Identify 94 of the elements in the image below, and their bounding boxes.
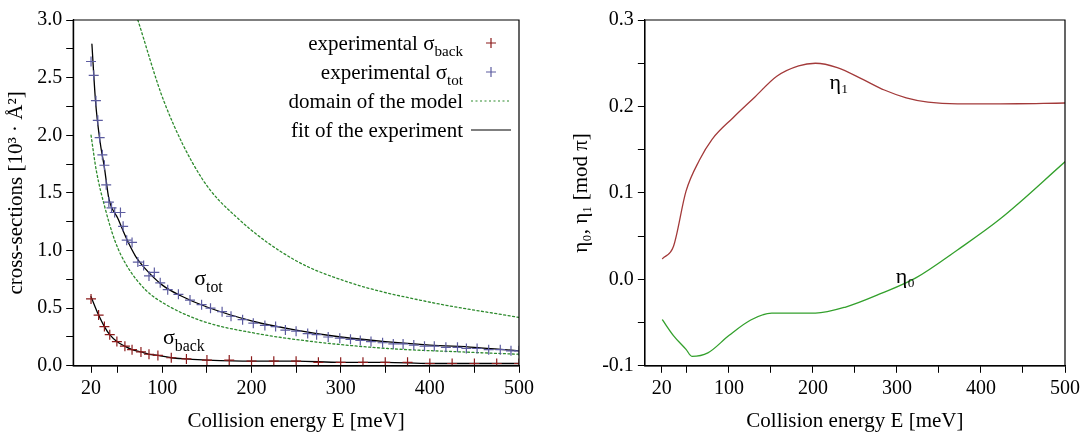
line-series [137, 20, 519, 319]
point [494, 344, 506, 356]
y-tick-label: 0.3 [608, 7, 634, 30]
x-tick-label: 300 [881, 376, 912, 399]
point [143, 348, 155, 360]
y-tick-label: 1.5 [37, 180, 63, 203]
legend-label: fit of the experiment [290, 118, 464, 142]
point [85, 293, 97, 305]
point [397, 338, 409, 350]
x-tick-label: 200 [797, 376, 828, 399]
point [365, 335, 377, 348]
point [92, 114, 104, 126]
point [184, 294, 196, 306]
point [471, 342, 483, 355]
point [451, 341, 464, 353]
x-tick-label: 500 [504, 376, 534, 399]
point [117, 220, 129, 232]
y-tick-label: 0.2 [608, 93, 634, 116]
point [225, 310, 237, 322]
x-tick-label: 200 [236, 376, 267, 399]
y-tick-label: 0.0 [608, 266, 634, 289]
point [311, 329, 323, 341]
point [428, 340, 440, 352]
point [204, 302, 217, 314]
point [85, 55, 97, 68]
y-tick-label: 0.5 [37, 295, 63, 318]
point [505, 345, 517, 357]
y-tick-label: 2.5 [37, 64, 63, 87]
point [100, 179, 112, 191]
point [268, 355, 280, 366]
point [354, 334, 366, 347]
point [98, 159, 111, 171]
y-tick-label: 1.0 [37, 237, 63, 260]
y-tick-label: 0.1 [608, 180, 634, 203]
point [245, 355, 258, 366]
point [408, 339, 420, 351]
point [344, 333, 357, 345]
x-tick-label: 20 [651, 376, 672, 399]
point [279, 324, 291, 336]
point [322, 331, 334, 343]
y-axis-title: cross-sections [10³ · Å²] [3, 91, 28, 295]
point [195, 299, 208, 311]
point [460, 342, 472, 355]
point [483, 344, 495, 356]
x-tick-label: 100 [713, 376, 744, 399]
point [152, 349, 164, 362]
y-tick-label: 2.0 [37, 122, 63, 145]
point [223, 354, 235, 366]
x-tick-label: 100 [147, 376, 178, 399]
point [269, 321, 282, 333]
x-axis-title: Collision energy E [meV] [187, 407, 405, 432]
point [446, 357, 458, 366]
point [302, 327, 314, 340]
line-series [661, 62, 1065, 260]
annotation: η₀ [895, 263, 916, 289]
legend-label: domain of the model [288, 89, 464, 113]
point [135, 346, 147, 358]
point [259, 319, 271, 332]
x-tick-label: 400 [414, 376, 445, 399]
x-tick-label: 400 [965, 376, 996, 399]
point [247, 317, 259, 329]
point [88, 69, 100, 81]
y-tick-label: -0.1 [602, 353, 634, 376]
point [290, 355, 302, 366]
point [424, 357, 436, 366]
point [440, 341, 452, 353]
point [180, 353, 193, 365]
point [165, 352, 177, 364]
point [148, 266, 160, 279]
x-tick-label: 20 [81, 376, 102, 399]
point [94, 131, 106, 144]
line-series [661, 161, 1065, 357]
point [376, 337, 389, 349]
point [357, 356, 369, 366]
point [201, 354, 213, 366]
point [172, 288, 185, 300]
point [90, 95, 102, 107]
point [143, 270, 155, 282]
point [418, 340, 431, 352]
point [387, 338, 399, 350]
point [96, 149, 108, 161]
y-tick-label: 0.0 [37, 353, 63, 376]
point [216, 306, 228, 318]
y-axis-title: η₀, η₁ [mod π] [568, 133, 593, 253]
y-tick-label: 3.0 [37, 7, 63, 30]
point [93, 309, 105, 321]
point [237, 314, 249, 326]
annotation: η₁ [829, 69, 849, 95]
x-axis-title: Collision energy E [meV] [746, 407, 964, 432]
point [334, 332, 346, 344]
point [290, 325, 302, 337]
x-tick-label: 500 [1050, 376, 1080, 399]
point [491, 357, 503, 366]
x-tick-label: 300 [325, 376, 356, 399]
